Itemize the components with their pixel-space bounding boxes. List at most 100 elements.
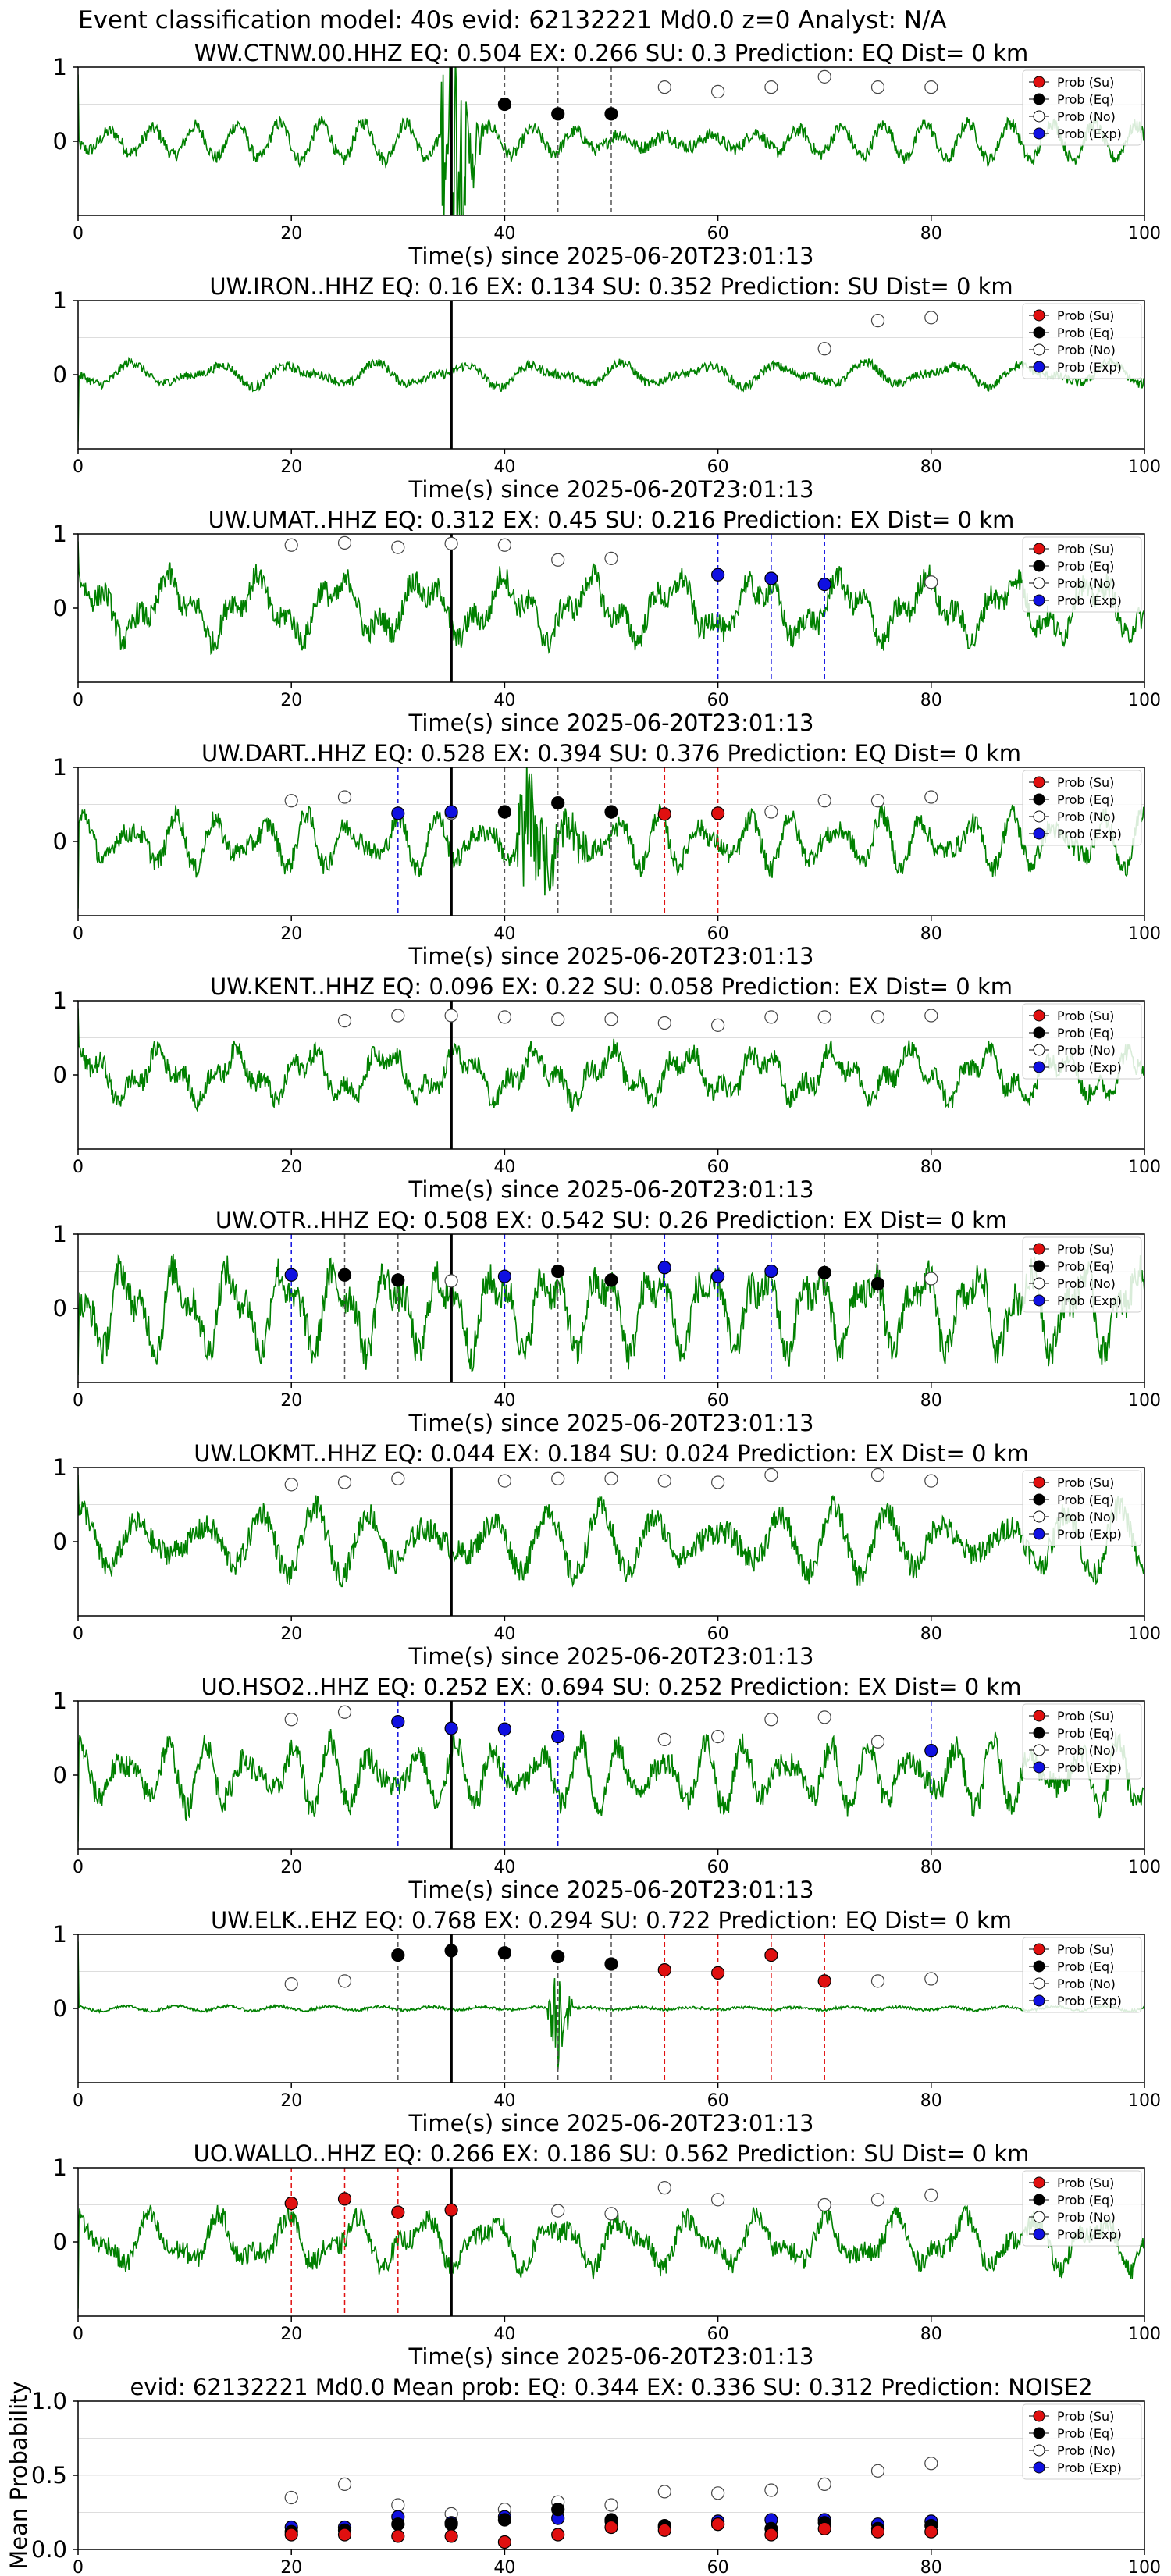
x-tick-label: 60 bbox=[707, 457, 729, 477]
prob-point-exp bbox=[497, 1269, 512, 1283]
y-tick-label: 1 bbox=[53, 2154, 67, 2181]
prob-point-exp bbox=[764, 571, 778, 585]
y-tick-label: 0 bbox=[53, 1995, 67, 2022]
x-tick-label: 100 bbox=[1128, 691, 1161, 710]
y-tick-label: 1 bbox=[53, 754, 67, 781]
legend: Prob (Su) Prob (Eq) Prob (No) Prob (Exp) bbox=[1022, 770, 1142, 846]
y-tick-label: 1 bbox=[53, 1221, 67, 1247]
waveform-trace bbox=[78, 1729, 1144, 1842]
prob-point-exp bbox=[924, 1744, 938, 1758]
prob-point-no bbox=[337, 1475, 352, 1489]
legend-label: Prob (Exp) bbox=[1057, 1527, 1122, 1542]
prob-point-no bbox=[551, 2204, 565, 2218]
legend-marker bbox=[1033, 1260, 1045, 1272]
prob-point-no bbox=[551, 1012, 565, 1026]
x-tick-label: 100 bbox=[1128, 2091, 1161, 2111]
legend-label: Prob (Su) bbox=[1057, 1242, 1114, 1257]
x-tick-label: 100 bbox=[1128, 924, 1161, 944]
legend-label: Prob (Eq) bbox=[1057, 2193, 1114, 2208]
legend-label: Prob (No) bbox=[1057, 2210, 1116, 2225]
x-tick-label: 40 bbox=[493, 457, 515, 477]
x-tick-label: 60 bbox=[707, 2558, 729, 2576]
subplot-6: UW.OTR..HHZ EQ: 0.508 EX: 0.542 SU: 0.26… bbox=[53, 1207, 1161, 1436]
prob-point-eq bbox=[497, 97, 512, 112]
subplot-2: UW.IRON..HHZ EQ: 0.16 EX: 0.134 SU: 0.35… bbox=[53, 273, 1161, 503]
prob-point-no bbox=[284, 1478, 298, 1492]
legend-marker bbox=[1033, 1943, 1045, 1955]
legend-marker bbox=[1033, 577, 1045, 589]
legend-label: Prob (Su) bbox=[1057, 1009, 1114, 1023]
prob-point-no bbox=[764, 1713, 778, 1727]
legend-label: Prob (No) bbox=[1057, 1043, 1116, 1058]
x-axis-label: Time(s) since 2025-06-20T23:01:13 bbox=[408, 243, 814, 269]
legend-marker bbox=[1033, 110, 1045, 123]
x-tick-label: 80 bbox=[920, 1158, 942, 1177]
y-tick-label: 0 bbox=[53, 2229, 67, 2255]
x-tick-label: 40 bbox=[493, 1624, 515, 1644]
legend-marker bbox=[1033, 1061, 1045, 1073]
y-tick-label: 0 bbox=[53, 1295, 67, 1322]
legend-label: Prob (No) bbox=[1057, 1276, 1116, 1291]
prob-point-no bbox=[924, 2188, 938, 2202]
legend: Prob (Su) Prob (Eq) Prob (No) Prob (Exp) bbox=[1022, 303, 1142, 379]
prob-point-no bbox=[284, 1713, 298, 1727]
prob-point-eq bbox=[497, 805, 512, 819]
subplot-title: UW.KENT..HHZ EQ: 0.096 EX: 0.22 SU: 0.05… bbox=[210, 973, 1013, 1000]
y-tick-label: 1 bbox=[53, 1454, 67, 1481]
x-tick-label: 20 bbox=[280, 2091, 302, 2111]
prob-point-no bbox=[337, 535, 352, 550]
prob-point-no bbox=[497, 1474, 512, 1488]
prob-point-no bbox=[710, 1018, 725, 1032]
y-tick-label: 1 bbox=[53, 521, 67, 547]
x-tick-label: 60 bbox=[707, 1391, 729, 1411]
prob-point-no bbox=[391, 1471, 405, 1485]
x-tick-label: 0 bbox=[73, 2091, 84, 2111]
x-tick-label: 20 bbox=[280, 691, 302, 710]
prob-point-no bbox=[870, 1735, 885, 1749]
legend-label: Prob (Exp) bbox=[1057, 1994, 1122, 2008]
legend: Prob (Su) Prob (Eq) Prob (No) Prob (Exp) bbox=[1022, 1470, 1142, 1546]
prob-point-su bbox=[657, 2523, 671, 2537]
legend-marker bbox=[1033, 1994, 1045, 2007]
prob-point-eq bbox=[444, 1944, 458, 1958]
prob-point-no bbox=[604, 1012, 618, 1026]
prob-point-no bbox=[924, 1272, 938, 1286]
prob-point-eq bbox=[337, 1268, 352, 1282]
prob-point-no bbox=[551, 553, 565, 567]
prob-point-no bbox=[657, 1732, 671, 1746]
prob-point-no bbox=[924, 790, 938, 804]
x-tick-label: 20 bbox=[280, 2325, 302, 2344]
legend-marker bbox=[1033, 76, 1045, 88]
legend-label: Prob (No) bbox=[1057, 1510, 1116, 1525]
y-tick-label: 0 bbox=[53, 1062, 67, 1088]
prob-point-eq bbox=[870, 1277, 885, 1291]
legend: Prob (Su) Prob (Eq) Prob (No) Prob (Exp) bbox=[1022, 1003, 1142, 1080]
prob-point-su bbox=[657, 1963, 671, 1977]
subplot-4: UW.DART..HHZ EQ: 0.528 EX: 0.394 SU: 0.3… bbox=[53, 740, 1161, 970]
y-tick-label: 0 bbox=[53, 1762, 67, 1788]
prob-point-eq bbox=[551, 1949, 565, 1964]
y-tick-label: 0.0 bbox=[31, 2536, 67, 2563]
legend-marker bbox=[1033, 1761, 1045, 1774]
legend-box bbox=[1022, 2403, 1142, 2480]
prob-point-no bbox=[924, 575, 938, 589]
axes-frame bbox=[77, 1467, 1145, 1617]
legend-label: Prob (Su) bbox=[1057, 1709, 1114, 1724]
legend-label: Prob (Su) bbox=[1057, 75, 1114, 90]
x-tick-label: 40 bbox=[493, 1158, 515, 1177]
prob-point-no bbox=[604, 1471, 618, 1485]
x-tick-label: 60 bbox=[707, 924, 729, 944]
legend-marker bbox=[1033, 560, 1045, 572]
waveform-trace bbox=[78, 356, 1144, 442]
x-axis-label: Time(s) since 2025-06-20T23:01:13 bbox=[408, 943, 814, 970]
prob-point-no bbox=[817, 1010, 831, 1024]
legend-marker bbox=[1033, 1009, 1045, 1022]
prob-point-no bbox=[657, 80, 671, 94]
legend-label: Prob (No) bbox=[1057, 109, 1116, 124]
prob-point-no bbox=[551, 1471, 565, 1485]
legend-label: Prob (Exp) bbox=[1057, 1760, 1122, 1775]
prob-point-su bbox=[391, 2529, 405, 2543]
x-tick-label: 40 bbox=[493, 924, 515, 944]
prob-point-eq bbox=[817, 1265, 831, 1280]
prob-point-no bbox=[284, 2490, 298, 2505]
